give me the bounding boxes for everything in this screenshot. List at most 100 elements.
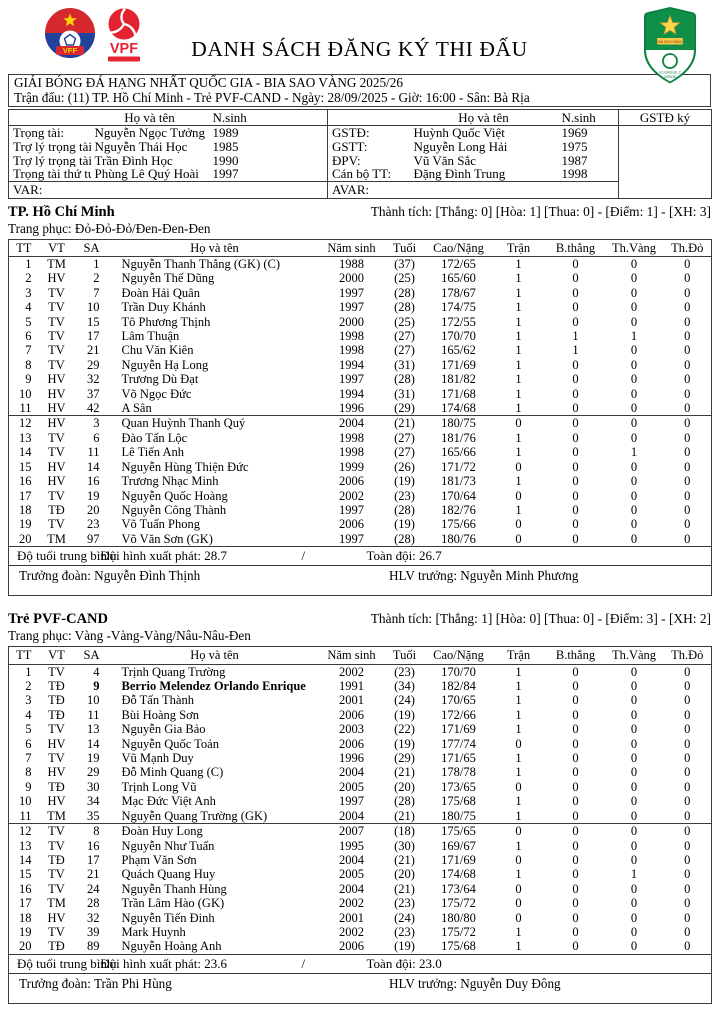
- player-red-cards: 0: [684, 693, 691, 708]
- player-row: 10 HV 34 Mạc Đức Việt Anh 1997 (28) 175/68 1 0 0 0: [9, 794, 712, 808]
- player-matches: 1: [515, 474, 522, 489]
- player-height-weight: 182/76: [441, 502, 476, 517]
- col-header-vt: VT: [38, 646, 75, 665]
- player-matches: 0: [515, 459, 522, 474]
- player-position: TV: [48, 300, 65, 315]
- player-yellow-cards: 0: [630, 924, 638, 939]
- player-position: TV: [48, 314, 65, 329]
- team-header: TP. Hồ Chí Minh Thành tích: [Thắng: 0] […: [8, 203, 711, 221]
- player-yellow-cards: 0: [630, 314, 638, 329]
- player-row: 19 TV 23 Võ Tuấn Phong 2006 (19) 175/66 0 0 0 0: [9, 517, 712, 531]
- player-age: (30): [394, 838, 415, 853]
- player-height-weight: 171/69: [441, 357, 476, 372]
- player-order: 15: [19, 867, 32, 882]
- players-header-row: TT VT SA Họ và tên Năm sinh Tuổi Cao/Nặn…: [8, 239, 712, 257]
- player-name: Berrio Melendez Orlando Enrique: [121, 679, 306, 694]
- player-yellow-cards: 0: [630, 838, 638, 853]
- club-badge-wrap: BIA SAO VÀNG V.LEAGUE 2 2025/26: [641, 6, 699, 89]
- player-position: TĐ: [48, 939, 65, 954]
- player-birth-year: 2002: [339, 488, 364, 503]
- player-goals: 0: [572, 867, 579, 882]
- player-red-cards: 0: [684, 852, 691, 867]
- player-red-cards: 0: [684, 881, 691, 896]
- player-row: 11 TM 35 Nguyễn Quang Trường (GK) 2004 (21) 18…: [9, 809, 712, 824]
- player-goals: 0: [572, 474, 579, 489]
- avg-full-squad: Toàn đội: 26.7: [366, 548, 442, 564]
- player-name: Nguyễn Thế Dũng: [121, 271, 215, 286]
- player-name: Mạc Đức Việt Anh: [121, 794, 216, 809]
- player-shirt-number: 89: [87, 939, 100, 954]
- player-order: 9: [25, 372, 32, 387]
- player-row: 17 TM 28 Trần Lâm Hào (GK) 2002 (23) 175/72 0 0 0…: [9, 896, 712, 910]
- player-row: 18 HV 32 Nguyễn Tiến Đinh 2001 (24) 180/80 0 0 0 0: [9, 911, 712, 925]
- player-row: 15 TV 21 Quách Quang Huy 2005 (20) 174/68 1 0 1 0: [9, 867, 712, 881]
- player-goals: 0: [572, 488, 579, 503]
- player-age: (28): [394, 285, 415, 300]
- player-shirt-number: 8: [74, 823, 109, 839]
- player-matches: 1: [515, 372, 522, 387]
- player-shirt-number: 23: [87, 517, 100, 532]
- col-header-age: Tuổi: [382, 646, 427, 665]
- player-position: HV: [47, 794, 66, 809]
- player-height-weight: 171/69: [441, 722, 476, 737]
- player-name: Mark Huynh: [121, 924, 186, 939]
- officials-name-header-left: Họ và tên: [90, 109, 209, 127]
- official-role: GSTĐ:: [327, 125, 410, 140]
- official-birth: 1990: [212, 153, 239, 168]
- player-shirt-number: 2: [93, 271, 100, 286]
- player-position: TV: [48, 488, 65, 503]
- player-shirt-number: 35: [87, 808, 100, 823]
- player-row: 2 HV 2 Nguyễn Thế Dũng 2000 (25) 165/60 1 0 0 0: [9, 271, 712, 285]
- player-goals: 0: [572, 896, 579, 911]
- player-row: 3 TĐ 10 Đỗ Tấn Thành 2001 (24) 170/65 1 0 0 0: [9, 693, 712, 707]
- col-header-vt: VT: [38, 239, 75, 257]
- player-row: 1 TM 1 Nguyễn Thanh Thắng (GK) (C) 1988 (37) 1…: [9, 257, 712, 272]
- player-yellow-cards: 0: [630, 896, 638, 911]
- player-position: HV: [47, 401, 66, 416]
- player-position: TĐ: [48, 502, 65, 517]
- player-position: TV: [48, 329, 65, 344]
- player-position: TV: [48, 445, 65, 460]
- player-birth-year: 1997: [339, 502, 364, 517]
- player-goals: 0: [572, 939, 579, 954]
- col-header-birth: Năm sinh: [320, 239, 383, 257]
- player-birth-year: 2005: [339, 779, 364, 794]
- tournament-name: GIẢI BÓNG ĐÁ HẠNG NHẤT QUỐC GIA - BIA SA…: [14, 75, 403, 90]
- average-age-row: Độ tuổi trung bình: Đội hình xuất phát: …: [8, 546, 712, 567]
- player-row: 13 TV 6 Đào Tấn Lộc 1998 (27) 181/76 1 0 0 0: [9, 431, 712, 445]
- col-header-yellow: Th.Vàng: [604, 239, 664, 257]
- player-age: (29): [394, 751, 415, 766]
- player-height-weight: 171/65: [441, 751, 476, 766]
- player-age: (19): [394, 517, 415, 532]
- player-row: 9 HV 32 Trương Dù Đạt 1997 (28) 181/82 1 0 0 0: [9, 372, 712, 386]
- player-height-weight: 177/74: [441, 736, 476, 751]
- player-height-weight: 172/55: [441, 314, 476, 329]
- player-matches: 1: [515, 693, 522, 708]
- player-goals: 1: [572, 343, 579, 358]
- player-matches: 0: [490, 415, 547, 431]
- player-name: Nguyễn Thanh Hùng: [121, 881, 227, 896]
- player-shirt-number: 1: [93, 257, 100, 271]
- player-matches: 1: [515, 808, 522, 823]
- player-birth-year: 2005: [339, 867, 364, 882]
- player-matches: 0: [515, 910, 522, 925]
- player-goals: 0: [572, 531, 579, 546]
- player-name: Bùi Hoàng Sơn: [121, 707, 199, 722]
- player-position: HV: [47, 910, 66, 925]
- player-name: Trương Nhạc Minh: [121, 474, 219, 489]
- players-header-row: TT VT SA Họ và tên Năm sinh Tuổi Cao/Nặn…: [8, 646, 712, 665]
- player-position: TV: [38, 823, 75, 839]
- player-birth-year: 2000: [339, 271, 364, 286]
- player-order: 18: [19, 910, 32, 925]
- player-order: 11: [19, 808, 32, 823]
- player-row: 12 TV 8 Đoàn Huy Long 2007 (18) 175/65 0 0 0 0: [8, 823, 712, 839]
- player-goals: 0: [572, 285, 579, 300]
- federation-logos: VFF VPF: [44, 7, 149, 67]
- player-position: HV: [47, 386, 66, 401]
- player-matches: 1: [515, 329, 522, 344]
- player-shirt-number: 24: [87, 881, 100, 896]
- player-order: 12: [8, 823, 39, 839]
- player-age: (21): [394, 852, 415, 867]
- official-birth: 1985: [212, 139, 239, 154]
- player-order: 6: [25, 736, 32, 751]
